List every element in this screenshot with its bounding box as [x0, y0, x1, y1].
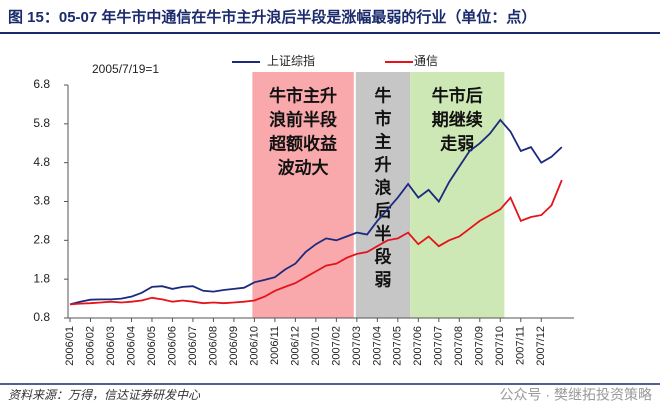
- region-label: 期继续: [432, 109, 483, 129]
- region-label: 浪: [374, 177, 391, 197]
- region-label: 浪前半段: [269, 109, 337, 129]
- x-tick-label: 2007/08: [453, 326, 465, 366]
- region-label: 市: [374, 108, 391, 128]
- x-tick-label: 2007/12: [535, 326, 547, 366]
- x-tick-label: 2007/03: [351, 326, 363, 366]
- y-tick-label: 3.8: [33, 194, 50, 208]
- y-tick-label: 6.8: [33, 77, 50, 91]
- x-tick-label: 2007/06: [412, 326, 424, 366]
- legend-label: 上证综指: [267, 53, 315, 68]
- x-tick-label: 2006/09: [228, 326, 240, 366]
- x-tick-label: 2006/03: [105, 326, 117, 366]
- x-tick-label: 2006/08: [207, 326, 219, 366]
- region-label: 超额收益: [269, 133, 337, 153]
- y-tick-label: 0.8: [33, 310, 50, 324]
- x-tick-label: 2007/05: [392, 326, 404, 366]
- x-tick-label: 2006/04: [125, 326, 137, 366]
- region-label: 牛市主升: [269, 85, 337, 105]
- y-tick-label: 4.8: [33, 155, 50, 169]
- region-label: 弱: [374, 270, 391, 289]
- region-label: 半: [374, 223, 391, 243]
- x-tick-label: 2006/10: [248, 326, 260, 366]
- region-label: 段: [374, 246, 391, 266]
- x-tick-label: 2007/01: [310, 326, 322, 366]
- region-label: 牛市后: [432, 85, 483, 105]
- shaded-region: [410, 72, 505, 318]
- region-label: 波动大: [278, 157, 329, 177]
- x-tick-label: 2006/11: [269, 326, 281, 365]
- y-tick-label: 1.8: [33, 271, 50, 285]
- shaded-region: [355, 72, 411, 318]
- annotation: 2005/7/19=1: [92, 62, 159, 76]
- x-tick-label: 2006/05: [146, 326, 158, 366]
- y-tick-label: 2.8: [33, 233, 50, 247]
- x-tick-label: 2006/01: [64, 326, 76, 366]
- region-label: 主: [374, 131, 391, 151]
- region-label: 后: [374, 201, 391, 220]
- x-tick-label: 2006/12: [289, 326, 301, 366]
- series-line: [69, 118, 563, 306]
- series-line: [69, 179, 563, 306]
- region-label: 走弱: [440, 133, 474, 153]
- y-tick-label: 5.8: [33, 116, 50, 130]
- source: 资料来源：万得，信达证券研发中心: [8, 388, 201, 402]
- x-tick-label: 2007/11: [515, 326, 527, 365]
- x-tick-label: 2007/04: [371, 326, 383, 366]
- legend-label: 通信: [414, 54, 438, 68]
- chart-title: 图 15：05-07 年牛市中通信在牛市主升浪后半段是涨幅最弱的行业（单位：点）: [8, 8, 536, 26]
- x-tick-label: 2006/07: [187, 326, 199, 366]
- region-label: 牛: [374, 85, 391, 105]
- x-tick-label: 2007/10: [494, 326, 506, 366]
- watermark: 公众号 · 樊继拓投资策略: [500, 387, 652, 403]
- x-tick-label: 2007/02: [330, 326, 342, 366]
- x-tick-label: 2007/09: [474, 326, 486, 366]
- shaded-region: [252, 72, 354, 318]
- x-tick-label: 2006/02: [84, 326, 96, 366]
- region-label: 升: [374, 155, 391, 174]
- x-tick-label: 2006/06: [166, 326, 178, 366]
- x-tick-label: 2007/07: [433, 326, 445, 366]
